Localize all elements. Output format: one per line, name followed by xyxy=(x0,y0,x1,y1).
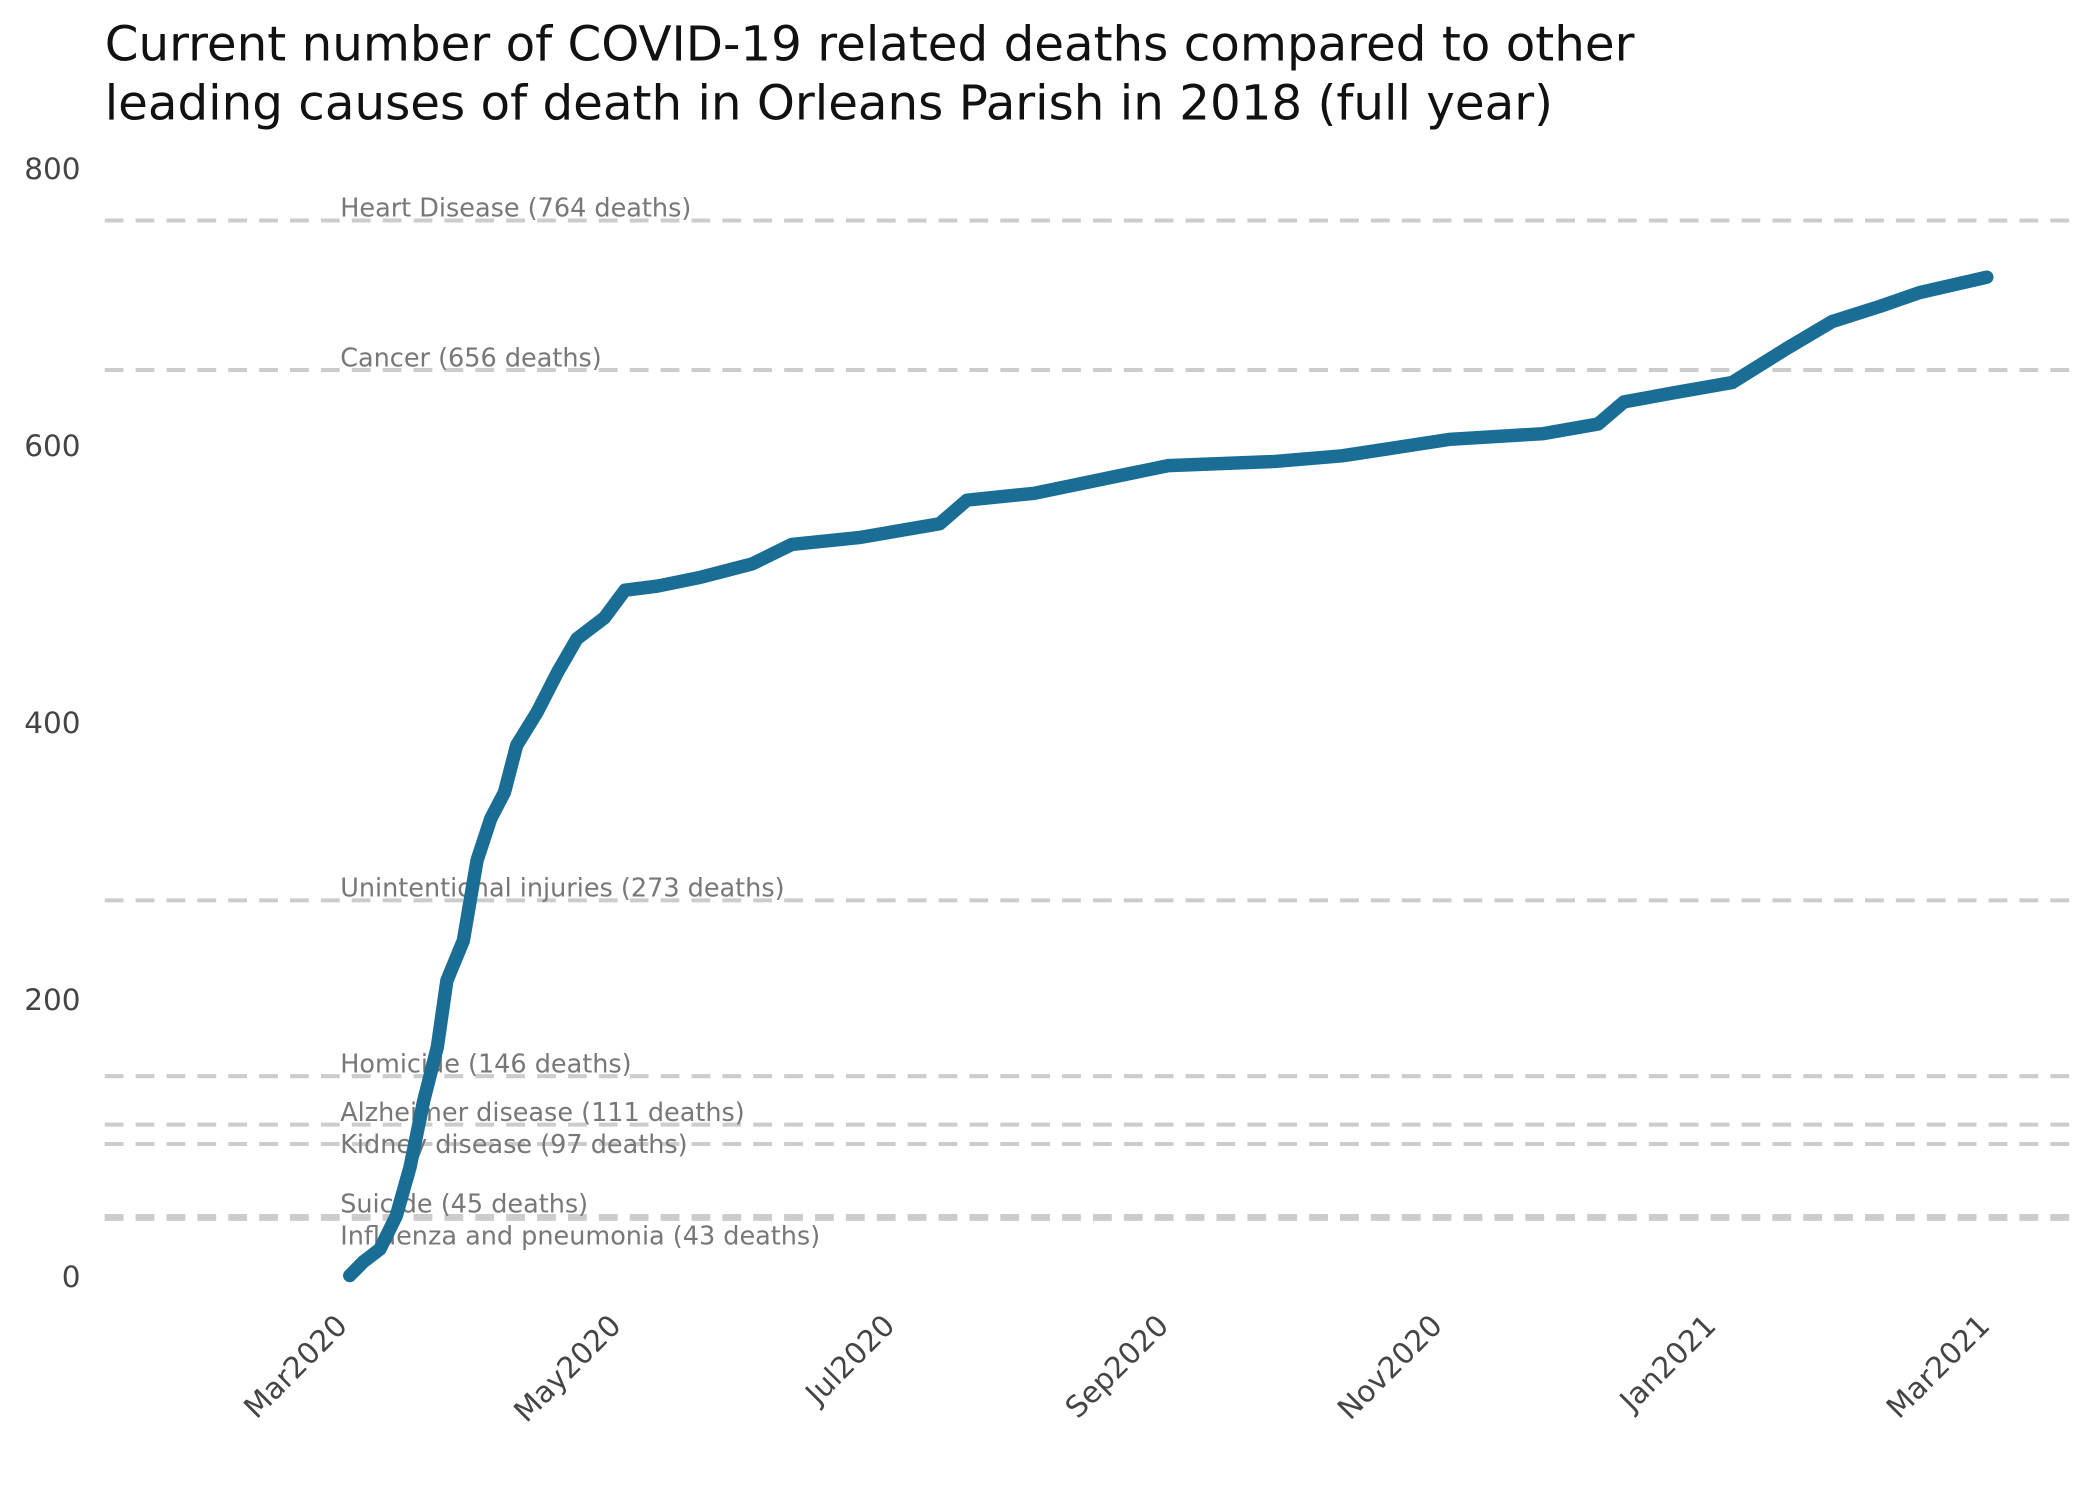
y-tick-label: 800 xyxy=(24,152,80,186)
x-tick-label: Jul2020 xyxy=(798,1308,902,1412)
y-tick-label: 0 xyxy=(62,1260,81,1294)
x-tick-label: Jan2021 xyxy=(1612,1308,1723,1419)
x-tick-label: Mar2021 xyxy=(1880,1308,1997,1425)
reference-label: Alzheimer disease (111 deaths) xyxy=(340,1098,745,1128)
reference-label: Suicide (45 deaths) xyxy=(340,1189,588,1219)
x-tick-label: Mar2020 xyxy=(237,1308,354,1425)
chart-title: Current number of COVID-19 related death… xyxy=(105,17,1635,73)
x-tick-label: May2020 xyxy=(507,1308,627,1428)
reference-label: Cancer (656 deaths) xyxy=(340,343,602,373)
reference-label: Kidney disease (97 deaths) xyxy=(340,1130,687,1160)
x-tick-label: Nov2020 xyxy=(1331,1308,1449,1426)
reference-label: Homicide (146 deaths) xyxy=(340,1049,631,1079)
reference-label: Heart Disease (764 deaths) xyxy=(340,194,691,224)
y-tick-label: 600 xyxy=(24,429,80,463)
y-tick-label: 200 xyxy=(24,983,80,1017)
y-tick-label: 400 xyxy=(24,706,80,740)
reference-label: Influenza and pneumonia (43 deaths) xyxy=(340,1222,820,1252)
chart-title: leading causes of death in Orleans Paris… xyxy=(105,76,1553,132)
data-line xyxy=(343,270,1994,1283)
reference-label: Unintentional injuries (273 deaths) xyxy=(340,874,784,904)
x-tick-label: Sep2020 xyxy=(1059,1308,1175,1424)
